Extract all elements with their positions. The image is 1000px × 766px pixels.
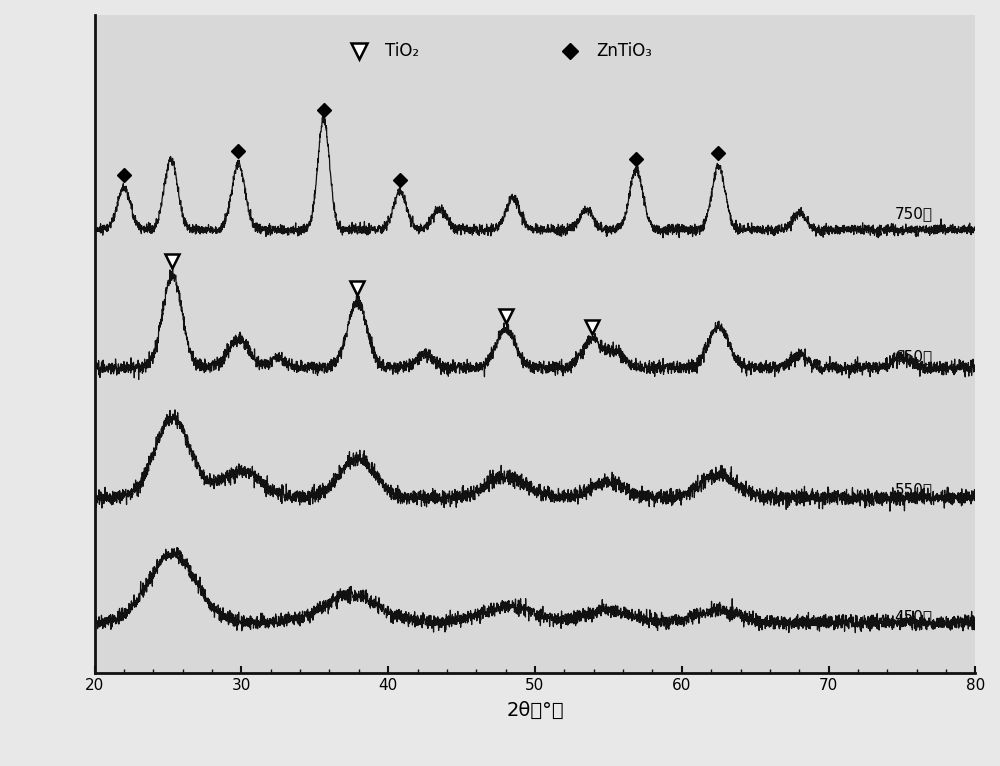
Text: ZnTiO₃: ZnTiO₃ [597,42,653,61]
Text: TiO₂: TiO₂ [385,42,419,61]
Text: 650度: 650度 [895,349,933,365]
Text: 750度: 750度 [895,206,933,221]
Text: 450度: 450度 [895,609,933,624]
X-axis label: 2θ（°）: 2θ（°） [506,702,564,720]
Text: 550度: 550度 [895,483,933,497]
